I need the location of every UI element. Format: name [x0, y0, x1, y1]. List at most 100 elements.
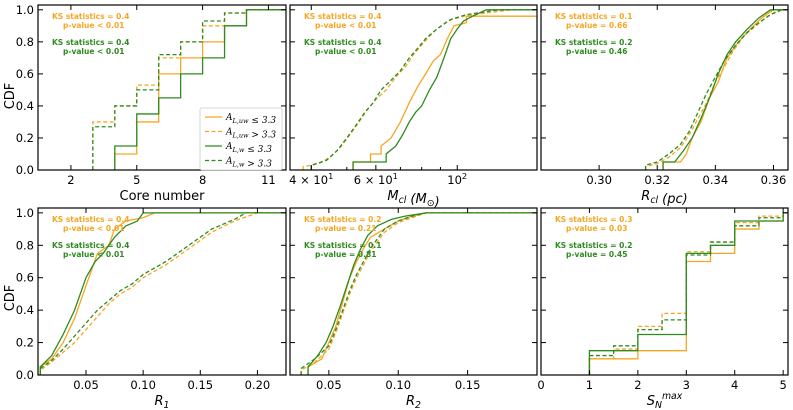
cdf-line-3: [662, 9, 788, 170]
x-tick-label: 0.20: [245, 378, 271, 392]
cdf-line-1: [307, 212, 537, 375]
x-tick-label: 11: [261, 173, 276, 187]
series-group: [588, 212, 788, 375]
legend: AL,uw ≤ 3.3 AL,uw > 3.3AL,w ≤ 3.3 AL,w > 3…: [199, 107, 283, 171]
cdf-line-2: [39, 212, 286, 375]
x-tick-label: 0: [537, 378, 544, 392]
ks-statistic-text: KS statistics = 0.4: [304, 38, 381, 47]
x-tick-label: 0.30: [586, 173, 612, 187]
x-tick-label: 2: [634, 378, 641, 392]
x-axis-label: Mcl (M⊙): [387, 189, 439, 210]
ks-pvalue-text: p-value < 0.01: [315, 47, 376, 56]
series-group: [92, 9, 286, 170]
x-tick-label: 8: [199, 173, 206, 187]
x-tick-label: 4: [731, 378, 738, 392]
panel-4: 0.05 0.10 0.15 0.20 0.0 0.2 0.4 0.6 0.8 1.0 R1 KS s…: [16, 206, 287, 410]
cdf-line-2: [300, 212, 537, 375]
cdf-line-4: [588, 212, 788, 375]
ks-pvalue-text: p-value = 0.81: [315, 250, 376, 259]
x-tick-label: 0.10: [130, 378, 156, 392]
y-axis-label-bottom: CDF: [3, 285, 18, 312]
cdf-line-3: [39, 212, 286, 375]
cdf-line-2: [644, 9, 788, 170]
cdf-line-3: [307, 212, 537, 375]
x-tick-label: 2: [67, 173, 74, 187]
y-tick-label: 0.4: [16, 99, 34, 113]
y-tick-label: 0.6: [16, 67, 34, 81]
x-tick-label: 0.36: [761, 173, 787, 187]
x-tick-label: 0.10: [385, 378, 411, 392]
x-tick-label: 5: [133, 173, 140, 187]
ks-statistic-text: KS statistics = 0.4: [52, 215, 129, 224]
y-tick-label: 0.4: [16, 303, 34, 317]
y-tick-label: 0.8: [16, 35, 34, 49]
x-tick-label: 0.32: [644, 173, 670, 187]
x-tick-label: 4 × 101: [289, 171, 333, 187]
y-tick-label: 1.0: [16, 3, 34, 17]
axis-frame: [540, 207, 789, 376]
axis-frame: [289, 4, 538, 171]
cdf-line-2: [588, 212, 788, 375]
y-tick-label: 0.8: [16, 238, 34, 252]
legend-label: AL,w ≤ 3.3: [225, 142, 272, 155]
x-axis-label: Rcl (pc): [641, 189, 687, 207]
ks-pvalue-text: p-value < 0.01: [63, 250, 124, 259]
ks-statistic-text: KS statistics = 0.1: [555, 12, 632, 21]
y-tick-label: 0.6: [16, 271, 34, 285]
cdf-line-1: [662, 9, 788, 170]
legend-label: AL,w > 3.3: [225, 157, 272, 170]
cdf-line-3: [352, 9, 537, 170]
y-tick-label: 0.0: [16, 163, 34, 177]
x-tick-label: 5: [779, 378, 786, 392]
legend-label: AL,uw ≤ 3.3: [225, 113, 276, 126]
axis-frame: [37, 207, 287, 376]
ks-pvalue-text: p-value = 0.03: [566, 224, 627, 233]
y-axis-label-top: CDF: [3, 83, 18, 110]
y-tick-label: 0.2: [16, 131, 34, 145]
ks-pvalue-text: p-value < 0.01: [63, 21, 124, 30]
ks-statistic-text: KS statistics = 0.1: [304, 241, 381, 250]
cdf-line-3: [588, 212, 788, 375]
y-tick-label: 0.2: [16, 336, 34, 350]
x-axis-label: SNmax: [647, 391, 683, 410]
x-tick-label: 102: [447, 171, 467, 187]
legend-box: [199, 107, 283, 171]
ks-statistic-text: KS statistics = 0.3: [555, 215, 632, 224]
x-tick-label: 1: [586, 378, 593, 392]
legend-label: AL,uw > 3.3: [225, 128, 276, 141]
ks-pvalue-text: p-value = 0.66: [566, 21, 627, 30]
x-axis-label: Core number: [120, 189, 206, 204]
ks-pvalue-text: p-value = 0.21: [315, 224, 376, 233]
series-group: [302, 9, 537, 170]
ks-statistic-text: KS statistics = 0.2: [304, 215, 381, 224]
x-axis-label: R2: [406, 394, 421, 410]
ks-statistic-text: KS statistics = 0.4: [304, 12, 381, 21]
y-tick-label: 1.0: [16, 206, 34, 220]
x-tick-label: 3: [683, 378, 690, 392]
cdf-line-4: [92, 9, 286, 170]
cdf-line-4: [644, 9, 788, 170]
panel-1: 2 5 8 11 0.0 0.2 0.4 0.6 0.8 1.0 Core number KS sta…: [16, 3, 287, 204]
panels-layer: 2 5 8 11 0.0 0.2 0.4 0.6 0.8 1.0 Core number KS sta…: [16, 3, 789, 410]
series-group: [300, 212, 537, 375]
ks-pvalue-text: p-value = 0.45: [566, 250, 627, 259]
cdf-line-3: [114, 9, 286, 170]
ks-statistic-text: KS statistics = 0.2: [555, 241, 632, 250]
ks-statistic-text: KS statistics = 0.4: [52, 241, 129, 250]
cdf-line-4: [39, 212, 286, 375]
ks-statistic-text: KS statistics = 0.2: [555, 38, 632, 47]
axis-frame: [289, 207, 538, 376]
cdf-line-4: [300, 212, 537, 375]
ks-pvalue-text: p-value < 0.01: [315, 21, 376, 30]
panel-2: 4 × 101 6 × 101 102 Mcl (M⊙) KS statistics =…: [289, 4, 538, 210]
x-tick-label: 6 × 101: [354, 171, 398, 187]
axis-frame: [37, 4, 287, 171]
x-axis-label: R1: [155, 394, 170, 410]
y-tick-label: 0.0: [16, 368, 34, 382]
x-tick-label: 0.15: [187, 378, 213, 392]
ks-statistic-text: KS statistics = 0.4: [52, 38, 129, 47]
cdf-line-1: [352, 15, 537, 170]
